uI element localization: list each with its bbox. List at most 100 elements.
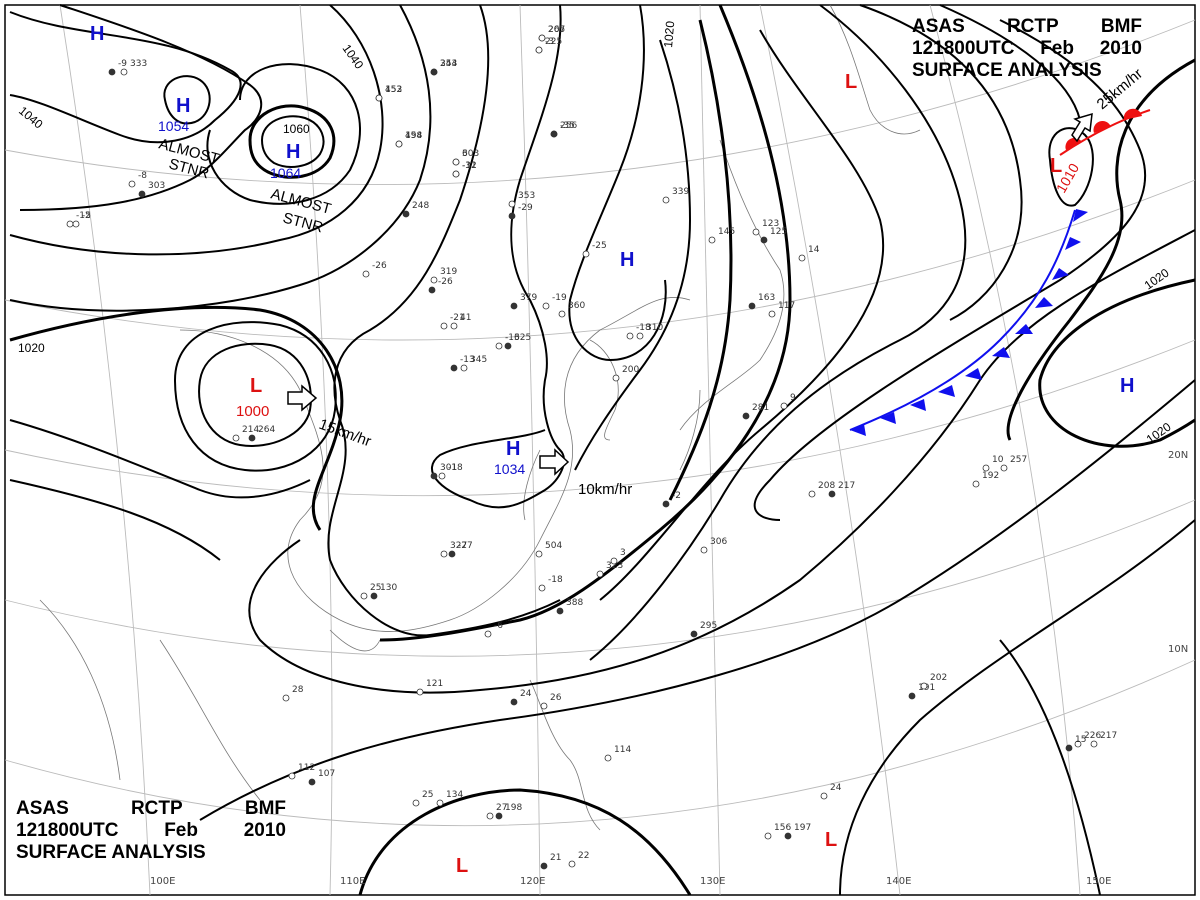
station-value: -32 [462, 161, 477, 171]
station-marker [430, 472, 438, 480]
station-value: 323 [606, 561, 623, 571]
station-value: 117 [778, 301, 795, 311]
low-value-1000: 1000 [236, 403, 269, 420]
station-value: 388 [566, 598, 583, 608]
lon-label-130e: 130E [700, 876, 725, 887]
low-symbol-south: L [456, 855, 468, 877]
high-symbol-1034: H [506, 438, 520, 460]
station-value: 21 [550, 853, 561, 863]
station-marker [436, 799, 444, 807]
station-marker [1000, 464, 1008, 472]
station-marker [708, 236, 716, 244]
station-marker [402, 210, 410, 218]
header-tr-title: SURFACE ANALYSIS [912, 60, 1102, 81]
station-value: 125 [770, 227, 787, 237]
station-marker [430, 276, 438, 284]
station-marker [495, 812, 503, 820]
station-marker [542, 302, 550, 310]
station-value: 152 [385, 85, 402, 95]
station-value: -11 [462, 161, 477, 171]
station-value: 226 [1084, 731, 1101, 741]
station-value: -9 [118, 59, 127, 69]
station-value: 26 [550, 693, 562, 703]
motion-arrow-high-1034 [539, 448, 570, 476]
isobar-label-1020-b: 1020 [661, 20, 677, 48]
station-value: 339 [672, 187, 689, 197]
station-marker [582, 250, 590, 258]
isobar-label-1020-a: 1020 [18, 341, 45, 355]
station-marker [138, 190, 146, 198]
high-symbol-nw: H [90, 23, 104, 45]
station-marker [982, 464, 990, 472]
station-marker [460, 364, 468, 372]
station-marker [128, 180, 136, 188]
station-value: 267 [548, 25, 565, 35]
station-marker [510, 698, 518, 706]
station-value: 145 [718, 227, 735, 237]
station-value: 27 [496, 803, 507, 813]
station-value: 28 [292, 685, 304, 695]
station-marker [1074, 740, 1082, 748]
station-marker [920, 682, 928, 690]
header-bl-year: 2010 [243, 820, 286, 841]
station-value: 9 [790, 393, 796, 403]
station-marker [808, 490, 816, 498]
station-value: 134 [446, 790, 463, 800]
station-marker [508, 200, 516, 208]
station-value: 214 [242, 425, 259, 435]
low-symbol-1010: L [1050, 155, 1062, 177]
header-top-right: ASAS RCTP BMF 121800UTC Feb 2010 SURFACE… [912, 16, 1142, 82]
station-value: -2 [672, 491, 681, 501]
station-value: -26 [372, 261, 387, 271]
station-value: -8 [138, 171, 147, 181]
motion-arrows [287, 112, 1093, 476]
station-value: 24 [520, 689, 532, 699]
station-marker [504, 342, 512, 350]
station-marker [450, 322, 458, 330]
station-marker [820, 792, 828, 800]
station-marker [308, 778, 316, 786]
station-value: 198 [505, 803, 522, 813]
isobar-1010-ring [1048, 127, 1094, 207]
station-marker [66, 220, 74, 228]
motion-arrow-low-1010 [1071, 112, 1093, 143]
station-value: 504 [545, 541, 562, 551]
station-value: 327 [450, 541, 467, 551]
low-symbol-1000: L [250, 375, 262, 397]
station-marker [784, 832, 792, 840]
station-marker [1065, 744, 1073, 752]
station-value: 163 [758, 293, 775, 303]
lat-label-10n: 10N [1168, 644, 1188, 655]
station-value: 156 [774, 823, 791, 833]
station-value: 114 [614, 745, 631, 755]
station-marker [370, 592, 378, 600]
lon-label-140e: 140E [886, 876, 911, 887]
station-value: -18 [448, 463, 463, 473]
station-value: 319 [440, 267, 457, 277]
station-value: -27 [458, 541, 473, 551]
station-marker [448, 550, 456, 558]
station-marker [768, 310, 776, 318]
station-marker [375, 94, 383, 102]
station-value: -12 [76, 211, 91, 221]
station-value: 301 [440, 463, 457, 473]
graticule [4, 4, 1196, 896]
station-marker [780, 402, 788, 410]
station-value: 225 [545, 37, 562, 47]
station-value: 303 [148, 181, 165, 191]
station-plots: 267-3354453458-35303-32353-29339-25248-2… [66, 25, 1117, 870]
station-marker [908, 692, 916, 700]
station-value: 208 [818, 481, 835, 491]
station-value: 202 [930, 673, 947, 683]
station-value: 25 [422, 790, 433, 800]
station-marker [452, 170, 460, 178]
station-value: 333 [130, 59, 147, 69]
station-marker [412, 799, 420, 807]
lon-label-110e: 110E [340, 876, 365, 887]
station-value: -13 [460, 355, 475, 365]
isobar-1060-inner [248, 104, 336, 179]
station-value: -6 [494, 621, 503, 631]
station-value: -21 [450, 313, 465, 323]
lon-label-150e: 150E [1086, 876, 1111, 887]
station-value: 281 [752, 403, 769, 413]
